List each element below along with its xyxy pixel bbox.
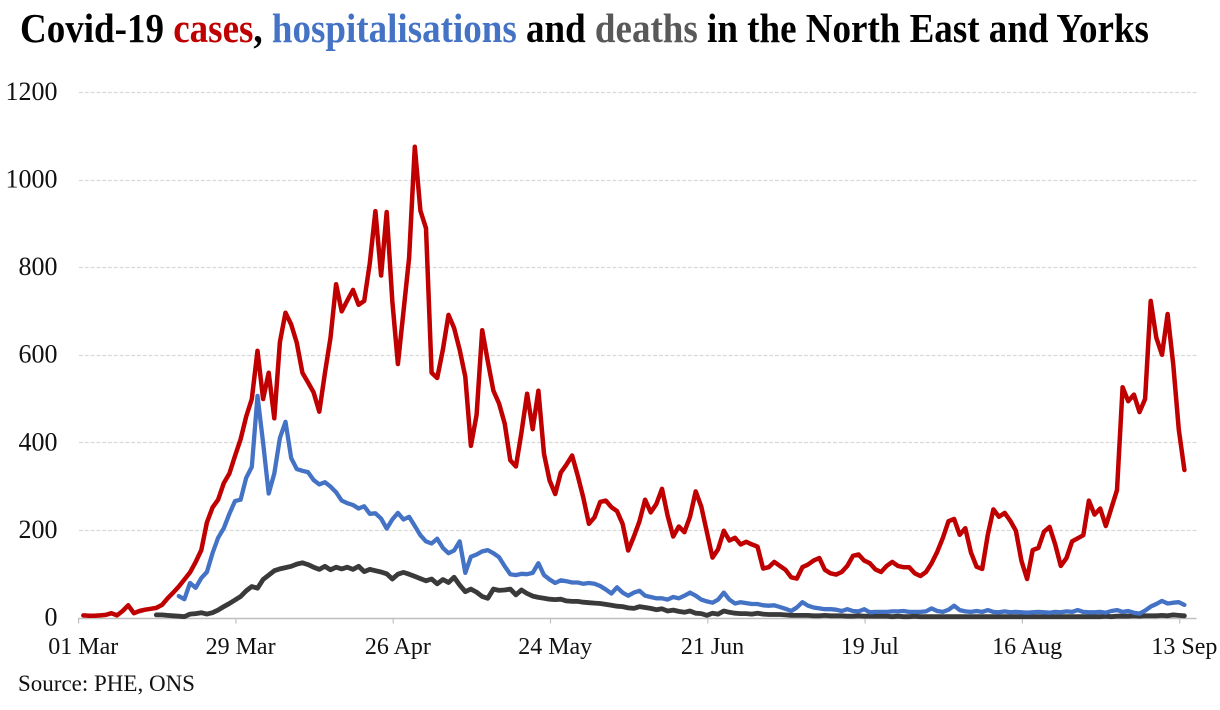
svg-text:01 Mar: 01 Mar [48, 634, 118, 660]
svg-text:200: 200 [19, 515, 58, 544]
svg-text:0: 0 [45, 603, 58, 632]
svg-text:26 Apr: 26 Apr [365, 634, 431, 660]
svg-text:21 Jun: 21 Jun [681, 634, 744, 660]
svg-text:Source: PHE, ONS: Source: PHE, ONS [18, 671, 195, 696]
svg-text:29 Mar: 29 Mar [206, 634, 276, 660]
svg-text:1200: 1200 [6, 77, 58, 106]
svg-text:800: 800 [19, 252, 58, 281]
svg-text:1000: 1000 [6, 165, 58, 194]
svg-text:13 Sep: 13 Sep [1151, 634, 1217, 660]
svg-text:19 Jul: 19 Jul [841, 634, 899, 660]
svg-text:16 Aug: 16 Aug [992, 634, 1062, 660]
svg-text:24 May: 24 May [518, 634, 592, 660]
svg-text:600: 600 [19, 340, 58, 369]
svg-text:400: 400 [19, 427, 58, 456]
